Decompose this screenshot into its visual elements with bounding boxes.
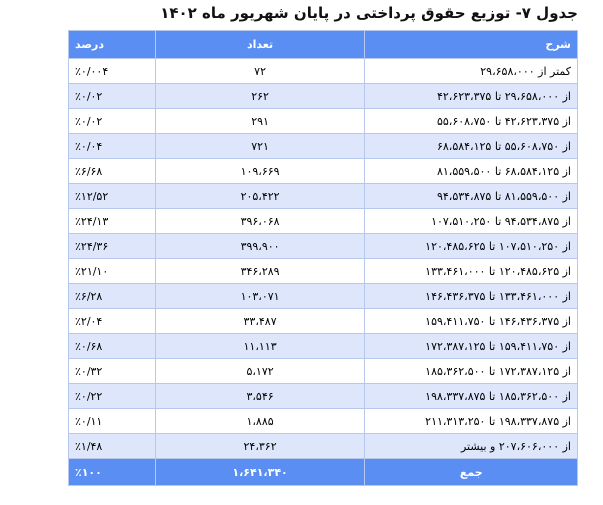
table-row: از ۱۹۸،۳۳۷،۸۷۵ تا ۲۱۱،۳۱۳،۲۵۰ ۱،۸۸۵ ٪۰/۱۱ — [68, 408, 578, 434]
header-cell: تعداد — [154, 30, 366, 59]
table-cell: ٪۲۱/۱۰ — [68, 258, 156, 284]
table-cell: از ۹۴،۵۳۴،۸۷۵ تا ۱۰۷،۵۱۰،۲۵۰ — [364, 208, 578, 234]
table-row: از ۶۸،۵۸۴،۱۲۵ تا ۸۱،۵۵۹،۵۰۰ ۱۰۹،۶۶۹ ٪۶/۶۸ — [68, 158, 578, 184]
table-cell: ۷۲ — [154, 58, 366, 84]
table-cell: ٪۰/۶۸ — [68, 333, 156, 359]
table-cell: ٪۲/۰۴ — [68, 308, 156, 334]
table-cell: از ۶۸،۵۸۴،۱۲۵ تا ۸۱،۵۵۹،۵۰۰ — [364, 158, 578, 184]
table-cell: ۵،۱۷۲ — [154, 358, 366, 384]
total-cell: جمع — [364, 458, 578, 486]
table-title: جدول ۷- توزیع حقوق پرداختی در پایان شهری… — [160, 4, 578, 22]
table-cell: ۲۹۱ — [154, 108, 366, 134]
table-cell: از ۱۸۵،۳۶۲،۵۰۰ تا ۱۹۸،۳۳۷،۸۷۵ — [364, 383, 578, 409]
table-cell: از ۱۰۷،۵۱۰،۲۵۰ تا ۱۲۰،۴۸۵،۶۲۵ — [364, 233, 578, 259]
table-row: از ۱۲۰،۴۸۵،۶۲۵ تا ۱۳۳،۴۶۱،۰۰۰ ۳۴۶،۲۸۹ ٪۲۱/… — [68, 258, 578, 284]
table-cell: کمتر از ۲۹،۶۵۸،۰۰۰ — [364, 58, 578, 84]
table-cell: ۱۰۳،۰۷۱ — [154, 283, 366, 309]
table-cell: ٪۰/۰۲ — [68, 108, 156, 134]
table-cell: از ۱۳۳،۴۶۱،۰۰۰ تا ۱۴۶،۴۳۶،۳۷۵ — [364, 283, 578, 309]
table-row: از ۹۴،۵۳۴،۸۷۵ تا ۱۰۷،۵۱۰،۲۵۰ ۳۹۶،۰۶۸ ٪۲۴/۱… — [68, 208, 578, 234]
table-cell: ٪۰/۰۲ — [68, 83, 156, 109]
table-row: از ۱۳۳،۴۶۱،۰۰۰ تا ۱۴۶،۴۳۶،۳۷۵ ۱۰۳،۰۷۱ ٪۶/۲… — [68, 283, 578, 309]
table-cell: از ۲۹،۶۵۸،۰۰۰ تا ۴۲،۶۲۳،۳۷۵ — [364, 83, 578, 109]
table-cell: ۲۴،۳۶۲ — [154, 433, 366, 459]
header-cell: شرح — [364, 30, 578, 59]
table-cell: ٪۲۴/۳۶ — [68, 233, 156, 259]
table-cell: از ۲۰۷،۶۰۶،۰۰۰ و بیشتر — [364, 433, 578, 459]
table-cell: ٪۶/۲۸ — [68, 283, 156, 309]
header-row: شرح تعداد درصد — [68, 30, 578, 59]
table-cell: ٪۰/۰۰۴ — [68, 58, 156, 84]
table-row: کمتر از ۲۹،۶۵۸،۰۰۰ ۷۲ ٪۰/۰۰۴ — [68, 58, 578, 84]
table-cell: ۳،۵۴۶ — [154, 383, 366, 409]
table-cell: ٪۰/۰۴ — [68, 133, 156, 159]
table-cell: از ۱۷۲،۳۸۷،۱۲۵ تا ۱۸۵،۳۶۲،۵۰۰ — [364, 358, 578, 384]
table-cell: ۱۰۹،۶۶۹ — [154, 158, 366, 184]
table-cell: ٪۰/۲۲ — [68, 383, 156, 409]
table-cell: از ۱۵۹،۴۱۱،۷۵۰ تا ۱۷۲،۳۸۷،۱۲۵ — [364, 333, 578, 359]
table-cell: از ۵۵،۶۰۸،۷۵۰ تا ۶۸،۵۸۴،۱۲۵ — [364, 133, 578, 159]
table-cell: ٪۰/۳۲ — [68, 358, 156, 384]
table-cell: ۲۰۵،۴۲۲ — [154, 183, 366, 209]
table-row: از ۲۰۷،۶۰۶،۰۰۰ و بیشتر ۲۴،۳۶۲ ٪۱/۴۸ — [68, 433, 578, 459]
table-cell: ۱،۸۸۵ — [154, 408, 366, 434]
total-row: جمع ۱،۶۴۱،۳۴۰ ٪۱۰۰ — [68, 458, 578, 486]
table-row: از ۱۸۵،۳۶۲،۵۰۰ تا ۱۹۸،۳۳۷،۸۷۵ ۳،۵۴۶ ٪۰/۲۲ — [68, 383, 578, 409]
table-cell: از ۱۹۸،۳۳۷،۸۷۵ تا ۲۱۱،۳۱۳،۲۵۰ — [364, 408, 578, 434]
table-cell: ۳۹۶،۰۶۸ — [154, 208, 366, 234]
table-row: از ۲۹،۶۵۸،۰۰۰ تا ۴۲،۶۲۳،۳۷۵ ۲۶۲ ٪۰/۰۲ — [68, 83, 578, 109]
table-row: از ۱۷۲،۳۸۷،۱۲۵ تا ۱۸۵،۳۶۲،۵۰۰ ۵،۱۷۲ ٪۰/۳۲ — [68, 358, 578, 384]
table-row: از ۱۰۷،۵۱۰،۲۵۰ تا ۱۲۰،۴۸۵،۶۲۵ ۳۹۹،۹۰۰ ٪۲۴/… — [68, 233, 578, 259]
table-cell: ٪۱۲/۵۲ — [68, 183, 156, 209]
table-row: از ۱۴۶،۴۳۶،۳۷۵ تا ۱۵۹،۴۱۱،۷۵۰ ۳۳،۴۸۷ ٪۲/۰۴ — [68, 308, 578, 334]
table-row: از ۸۱،۵۵۹،۵۰۰ تا ۹۴،۵۳۴،۸۷۵ ۲۰۵،۴۲۲ ٪۱۲/۵۲ — [68, 183, 578, 209]
table: شرح تعداد درصد کمتر از ۲۹،۶۵۸،۰۰۰ ۷۲ ٪۰/۰۰۴ از… — [68, 30, 578, 486]
header-cell: درصد — [68, 30, 156, 59]
total-cell: ۱،۶۴۱،۳۴۰ — [154, 458, 366, 486]
table-cell: از ۱۴۶،۴۳۶،۳۷۵ تا ۱۵۹،۴۱۱،۷۵۰ — [364, 308, 578, 334]
table-cell: ٪۶/۶۸ — [68, 158, 156, 184]
table-row: از ۴۲،۶۲۳،۳۷۵ تا ۵۵،۶۰۸،۷۵۰ ۲۹۱ ٪۰/۰۲ — [68, 108, 578, 134]
table-cell: ۷۲۱ — [154, 133, 366, 159]
table-cell: ٪۰/۱۱ — [68, 408, 156, 434]
table-cell: ۱۱،۱۱۳ — [154, 333, 366, 359]
table-cell: از ۸۱،۵۵۹،۵۰۰ تا ۹۴،۵۳۴،۸۷۵ — [364, 183, 578, 209]
table-cell: ۳۴۶،۲۸۹ — [154, 258, 366, 284]
table-cell: از ۱۲۰،۴۸۵،۶۲۵ تا ۱۳۳،۴۶۱،۰۰۰ — [364, 258, 578, 284]
table-cell: از ۴۲،۶۲۳،۳۷۵ تا ۵۵،۶۰۸،۷۵۰ — [364, 108, 578, 134]
table-cell: ۳۹۹،۹۰۰ — [154, 233, 366, 259]
table-cell: ۲۶۲ — [154, 83, 366, 109]
table-row: از ۵۵،۶۰۸،۷۵۰ تا ۶۸،۵۸۴،۱۲۵ ۷۲۱ ٪۰/۰۴ — [68, 133, 578, 159]
table-cell: ۳۳،۴۸۷ — [154, 308, 366, 334]
table-row: از ۱۵۹،۴۱۱،۷۵۰ تا ۱۷۲،۳۸۷،۱۲۵ ۱۱،۱۱۳ ٪۰/۶۸ — [68, 333, 578, 359]
table-cell: ٪۲۴/۱۳ — [68, 208, 156, 234]
total-cell: ٪۱۰۰ — [68, 458, 156, 486]
table-cell: ٪۱/۴۸ — [68, 433, 156, 459]
